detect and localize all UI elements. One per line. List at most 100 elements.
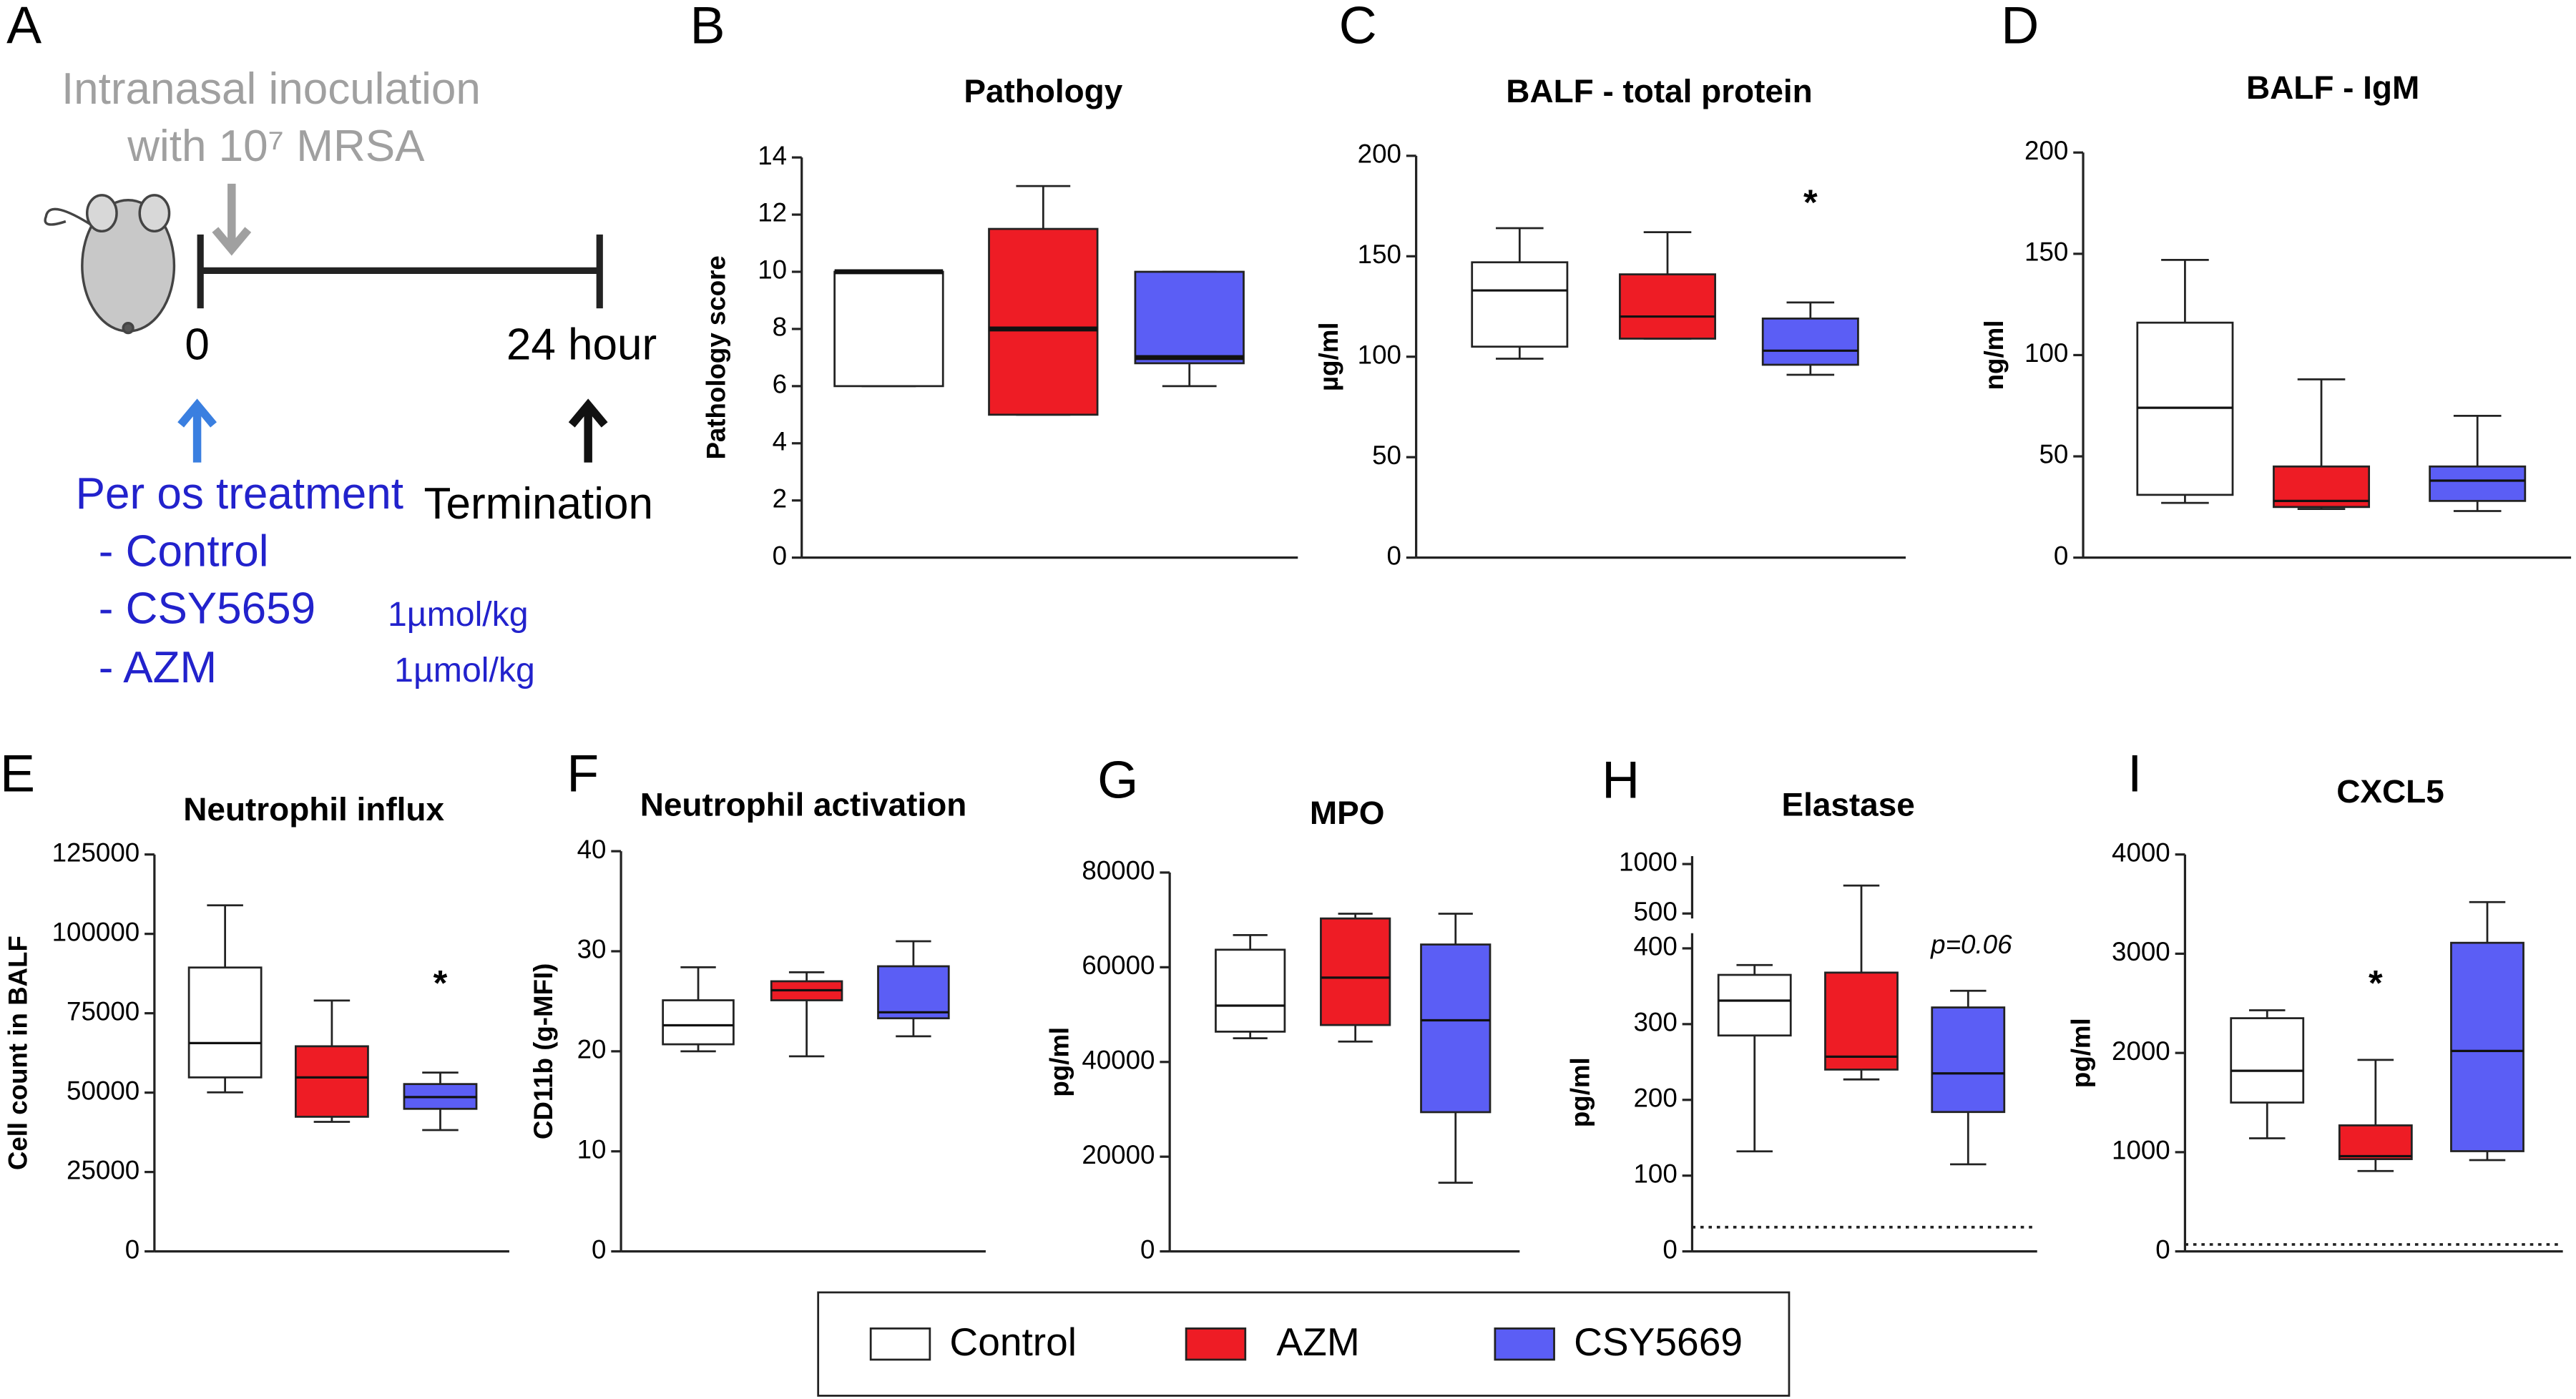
y-tick-label: 100000	[52, 917, 140, 946]
chart-panel: H Elastase pg/ml 0 100 200 300 400 500 1000 p=0.06	[1565, 751, 2037, 1264]
chart-panel: B Pathology Pathology score 0 2 4 6 8 10 12 14	[690, 0, 1298, 570]
box	[1134, 270, 1245, 365]
box	[1717, 973, 1792, 1037]
legend-label: Control	[949, 1320, 1077, 1364]
legend-swatch	[1494, 1327, 1555, 1361]
legend-label: CSY5669	[1574, 1320, 1743, 1364]
box	[2450, 941, 2524, 1152]
box	[1619, 273, 1716, 340]
y-axis-label: µg/ml	[1314, 322, 1343, 391]
y-tick-label: 12	[758, 198, 787, 227]
y-tick-label: 2	[773, 483, 787, 513]
y-tick-label: 30	[577, 935, 607, 964]
panel-letter: H	[1602, 751, 1640, 810]
panel-letter: I	[2127, 744, 2142, 802]
y-tick-label: 200	[2024, 136, 2068, 165]
chart-panel: C BALF - total protein µg/ml 0 50 100 150 200 *	[1314, 0, 1906, 570]
box	[2338, 1124, 2413, 1160]
y-tick-label: 200	[1358, 139, 1401, 169]
y-axis-label: CD11b (g-MFI)	[529, 963, 558, 1140]
box	[833, 270, 944, 388]
panel-letter: B	[690, 0, 725, 55]
panel-letter: E	[0, 744, 35, 802]
termination-label: Termination	[424, 479, 653, 529]
chart-panel: E Neutrophil influx Cell count in BALF 0 250…	[0, 744, 509, 1264]
y-tick-label: 25000	[67, 1155, 139, 1184]
y-tick-label: 500	[1633, 897, 1677, 926]
panel-letter: G	[1097, 751, 1138, 810]
chart-title: CXCL5	[2336, 772, 2444, 810]
y-tick-label: 80000	[1082, 856, 1155, 885]
inoculation-label: Intranasal inoculation	[62, 64, 481, 114]
y-tick-label: 100	[1633, 1159, 1677, 1188]
y-axis-label: Cell count in BALF	[3, 936, 32, 1170]
y-tick-label: 75000	[67, 996, 139, 1026]
y-tick-label: 150	[1358, 240, 1401, 269]
chart-title: Neutrophil influx	[183, 790, 444, 828]
y-tick-label: 0	[592, 1234, 606, 1264]
y-tick-label: 125000	[52, 838, 140, 867]
y-tick-label: 0	[1387, 541, 1401, 570]
y-tick-label: 20	[577, 1035, 607, 1064]
y-tick-label: 14	[758, 141, 787, 170]
y-tick-label: 0	[2155, 1234, 2170, 1264]
box	[1215, 948, 1286, 1033]
y-tick-label: 10	[758, 255, 787, 285]
chart-title: BALF - total protein	[1506, 72, 1812, 109]
y-tick-label: 3000	[2112, 937, 2170, 966]
group-dose: 1µmol/kg	[394, 651, 535, 689]
box	[1320, 917, 1391, 1026]
y-tick-label: 150	[2024, 237, 2068, 267]
y-tick-label: 100	[1358, 340, 1401, 369]
inoculation-arrow	[212, 183, 252, 256]
panel-letter: C	[1339, 0, 1377, 55]
y-tick-label: 1000	[2112, 1136, 2170, 1165]
chart-title: Elastase	[1781, 785, 1914, 823]
box	[662, 999, 735, 1046]
y-tick-label: 400	[1633, 932, 1677, 961]
significance: *	[2369, 962, 2383, 1003]
y-tick-label: 6	[773, 370, 787, 399]
chart-panel: G MPO pg/ml 0 20000 40000 60000 80000	[1044, 751, 1520, 1264]
legend-swatch	[869, 1327, 931, 1361]
significance: *	[1803, 182, 1818, 222]
box	[988, 227, 1099, 416]
y-tick-label: 0	[125, 1234, 139, 1264]
box	[877, 965, 950, 1020]
legend-frame	[817, 1291, 1791, 1397]
treatment-arrow	[177, 398, 217, 463]
box	[1471, 261, 1569, 348]
y-tick-label: 40	[577, 835, 607, 864]
significance: *	[434, 962, 448, 1003]
legend-label: AZM	[1276, 1320, 1359, 1364]
box	[1420, 943, 1492, 1114]
legend-swatch	[1185, 1327, 1247, 1361]
inoculation-label: with 10⁷ MRSA	[127, 122, 425, 171]
panel-letter: F	[567, 744, 599, 802]
group-name: - CSY5659	[99, 584, 315, 634]
timeline	[197, 234, 603, 309]
time-start: 0	[185, 320, 209, 370]
y-tick-label: 20000	[1082, 1140, 1155, 1169]
group-name: - Control	[99, 526, 269, 576]
chart-title: MPO	[1310, 794, 1385, 831]
y-tick-label: 10	[577, 1134, 607, 1164]
y-tick-label: 4000	[2112, 838, 2170, 867]
y-tick-label: 1000	[1619, 848, 1678, 877]
treatment-label: Per os treatment	[76, 469, 403, 519]
box	[1761, 317, 1859, 366]
chart-panel: I CXCL5 pg/ml 0 1000 2000 3000 4000 *	[2067, 744, 2563, 1264]
box	[2230, 1017, 2305, 1104]
chart-panel: F Neutrophil activation CD11b (g-MFI) 0 10 20…	[529, 744, 986, 1264]
y-tick-label: 40000	[1082, 1045, 1155, 1074]
box	[2429, 465, 2527, 502]
schematic: A Intranasal inoculation with 10⁷ MRSA 0…	[6, 0, 657, 692]
chart-title: BALF - IgM	[2246, 69, 2419, 106]
panel-letter: D	[2001, 0, 2039, 55]
y-axis-label: ng/ml	[1979, 320, 2009, 391]
chart-panel: D BALF - IgM ng/ml 0 50 100 150 200	[1979, 0, 2572, 570]
mouse-icon	[44, 194, 176, 335]
y-axis-label: Pathology score	[701, 255, 730, 459]
